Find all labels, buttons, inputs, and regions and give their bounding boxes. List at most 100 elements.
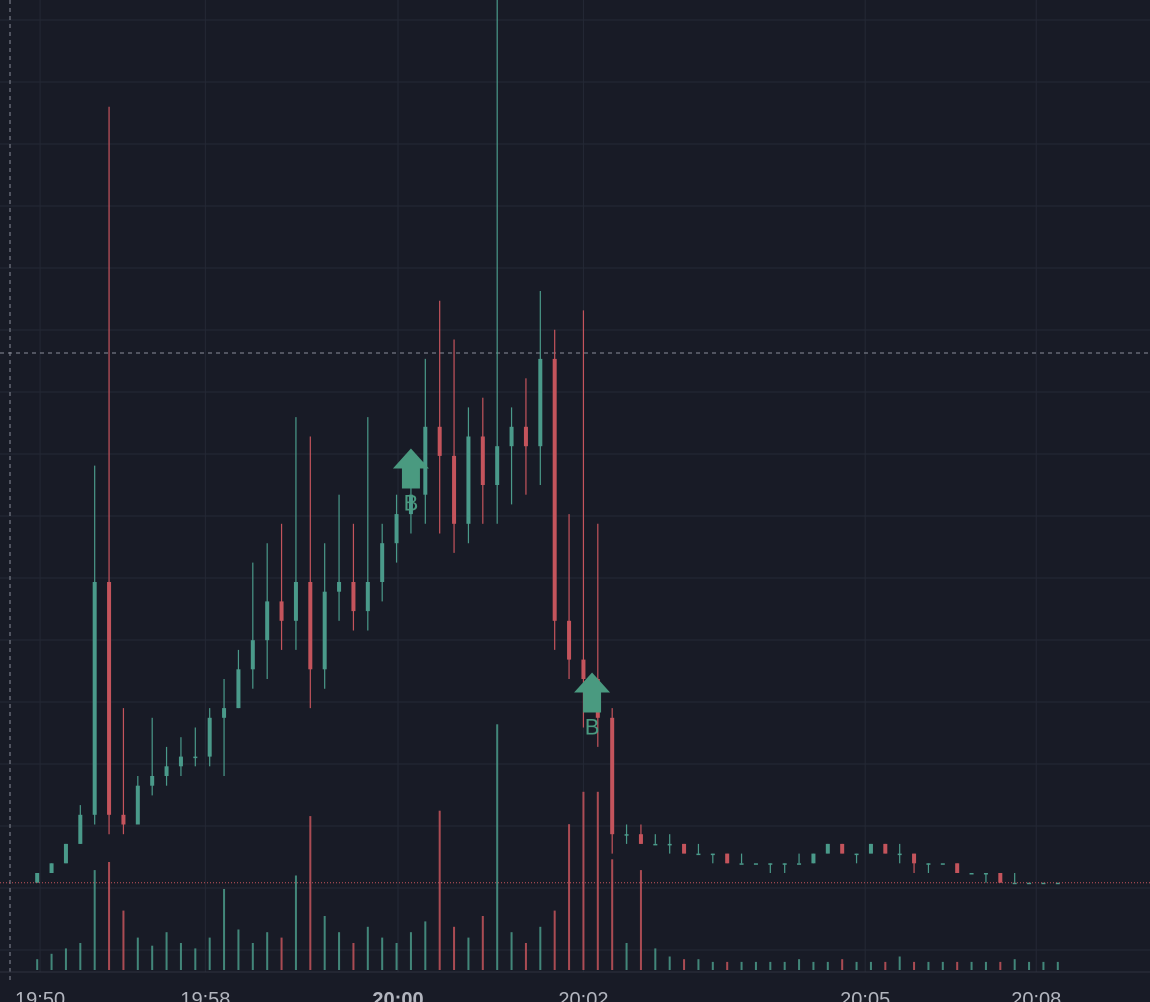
candle-body bbox=[610, 717, 615, 835]
candle-body bbox=[725, 853, 730, 864]
volume-bar bbox=[1056, 961, 1059, 970]
candle-body bbox=[624, 834, 629, 836]
volume-bar bbox=[165, 932, 168, 970]
volume-bar bbox=[568, 824, 571, 970]
candle-body bbox=[1012, 882, 1017, 885]
volume-bar bbox=[122, 910, 125, 970]
volume-bar bbox=[280, 937, 283, 970]
candle-body bbox=[883, 843, 888, 854]
candle-body bbox=[696, 853, 701, 856]
candle-body bbox=[423, 426, 428, 495]
volume-bar bbox=[869, 961, 872, 970]
candle-body bbox=[279, 601, 284, 621]
volume-bar bbox=[223, 889, 226, 970]
volume-bar bbox=[151, 945, 154, 970]
candle-body bbox=[768, 863, 773, 865]
volume-bar bbox=[855, 961, 858, 970]
candle-body bbox=[308, 582, 313, 670]
volume-bar bbox=[352, 943, 355, 970]
volume-bar bbox=[898, 956, 901, 970]
candle-body bbox=[408, 494, 413, 515]
x-tick-label: 20:08 bbox=[1011, 989, 1061, 1002]
volume-bar bbox=[481, 916, 484, 970]
volume-bar bbox=[194, 948, 197, 970]
volume-bar bbox=[984, 961, 987, 970]
candle-body bbox=[552, 358, 557, 621]
candle-body bbox=[581, 659, 586, 679]
volume-bar bbox=[251, 943, 254, 970]
candle-body bbox=[538, 358, 543, 447]
volume-bar bbox=[798, 959, 801, 970]
volume-bar bbox=[1028, 961, 1031, 970]
candle-body bbox=[868, 843, 873, 854]
volume-bar bbox=[93, 870, 96, 970]
volume-bar bbox=[510, 932, 513, 970]
volume-bar bbox=[654, 948, 657, 970]
volume-bar bbox=[438, 810, 441, 970]
candle-body bbox=[782, 863, 787, 865]
x-tick-label: 20:00 bbox=[372, 989, 423, 1002]
volume-bar bbox=[553, 910, 556, 970]
volume-bar bbox=[754, 961, 757, 970]
volume-bar bbox=[639, 870, 642, 970]
volume-bar bbox=[812, 961, 815, 970]
candle-body bbox=[236, 669, 241, 709]
x-tick-label: 20:02 bbox=[558, 989, 608, 1002]
candle-body bbox=[682, 843, 687, 854]
buy-marker bbox=[392, 448, 429, 489]
candle-body bbox=[35, 873, 40, 883]
buy-marker-label: B bbox=[585, 715, 600, 740]
volume-bar bbox=[409, 932, 412, 970]
candle-body bbox=[207, 717, 212, 757]
volume-bar bbox=[208, 937, 211, 970]
volume-bar bbox=[956, 961, 959, 970]
candle-body bbox=[437, 426, 442, 456]
candle-body bbox=[78, 814, 83, 844]
candle-body bbox=[63, 843, 68, 864]
candle-body bbox=[753, 863, 758, 865]
candle-body bbox=[337, 582, 342, 592]
volume-bar bbox=[64, 948, 67, 970]
candle-body bbox=[509, 426, 514, 447]
volume-bar bbox=[596, 791, 599, 970]
candle-body bbox=[178, 756, 183, 767]
volume-bar bbox=[294, 875, 297, 970]
candle-body bbox=[193, 756, 198, 759]
candle-body bbox=[394, 514, 399, 544]
volume-bar bbox=[1013, 959, 1016, 970]
candle-body bbox=[365, 582, 370, 612]
volume-bar bbox=[453, 926, 456, 970]
volume-bar bbox=[539, 926, 542, 970]
candle-body bbox=[825, 843, 830, 854]
volume-bar bbox=[740, 961, 743, 970]
volume-bar bbox=[309, 816, 312, 970]
candle-body bbox=[969, 873, 974, 875]
volume-bar bbox=[697, 959, 700, 970]
candle-body bbox=[380, 543, 385, 582]
candle-body bbox=[452, 455, 457, 524]
volume-bar bbox=[1042, 961, 1045, 970]
candle-body bbox=[811, 853, 816, 864]
volume-bar bbox=[381, 937, 384, 970]
volume-bar bbox=[999, 961, 1002, 970]
candle-body bbox=[940, 863, 945, 865]
candle-body bbox=[107, 582, 112, 815]
candle-body bbox=[955, 863, 960, 873]
candle-body bbox=[293, 582, 298, 621]
volume-bar bbox=[467, 937, 470, 970]
candle-body bbox=[840, 843, 845, 854]
volume-bar bbox=[424, 921, 427, 970]
volume-bar bbox=[927, 961, 930, 970]
volume-bar bbox=[524, 943, 527, 970]
candle-body bbox=[265, 601, 270, 641]
volume-bar bbox=[668, 956, 671, 970]
volume-bar bbox=[366, 926, 369, 970]
volume-bar bbox=[237, 929, 240, 970]
volume-bar bbox=[913, 961, 916, 970]
volume-bar bbox=[769, 961, 772, 970]
volume-bar bbox=[683, 959, 686, 970]
volume-bar bbox=[582, 791, 585, 970]
volume-bar bbox=[108, 862, 111, 970]
